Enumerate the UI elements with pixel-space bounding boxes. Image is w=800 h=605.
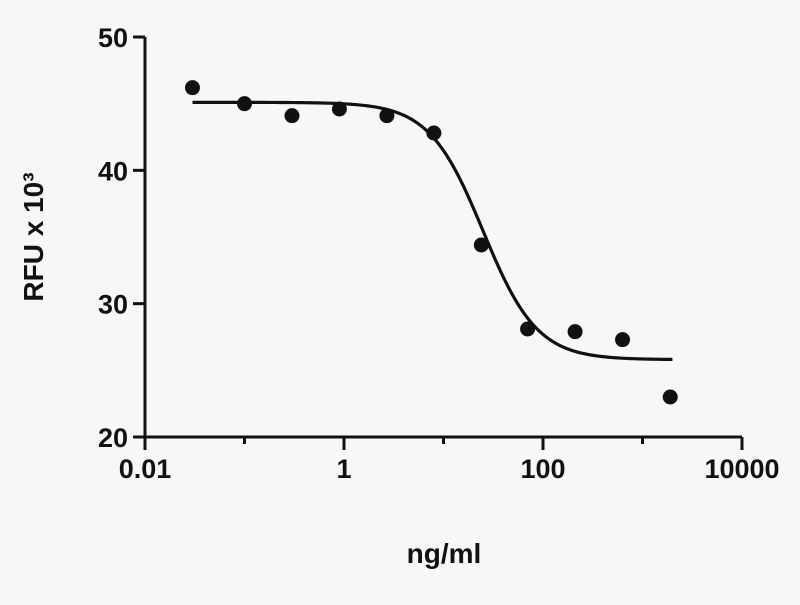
y-tick-label-50: 50 [98, 23, 128, 53]
data-point [332, 102, 347, 117]
data-point [426, 126, 441, 141]
x-tick-label-0.01: 0.01 [119, 454, 172, 484]
tick-labels: 20 30 40 50 0.01 1 100 10000 [98, 23, 780, 484]
tick-marks [133, 37, 742, 450]
x-axis-label: ng/ml [407, 538, 482, 569]
data-point [474, 238, 489, 253]
x-tick-label-100: 100 [520, 454, 565, 484]
data-point [379, 108, 394, 123]
y-axis-label: RFU x 10³ [18, 172, 49, 301]
y-tick-label-30: 30 [98, 290, 128, 320]
fit-curve-layer [192, 102, 672, 359]
x-tick-label-1: 1 [336, 454, 351, 484]
data-point [663, 390, 678, 405]
data-point [615, 332, 630, 347]
data-point [237, 96, 252, 111]
x-tick-label-10000: 10000 [704, 454, 779, 484]
data-point [568, 324, 583, 339]
data-point [284, 108, 299, 123]
fit-curve [192, 102, 672, 359]
data-point [185, 80, 200, 95]
axes [144, 37, 742, 438]
y-tick-label-40: 40 [98, 156, 128, 186]
y-tick-label-20: 20 [98, 423, 128, 453]
data-point [520, 322, 535, 337]
